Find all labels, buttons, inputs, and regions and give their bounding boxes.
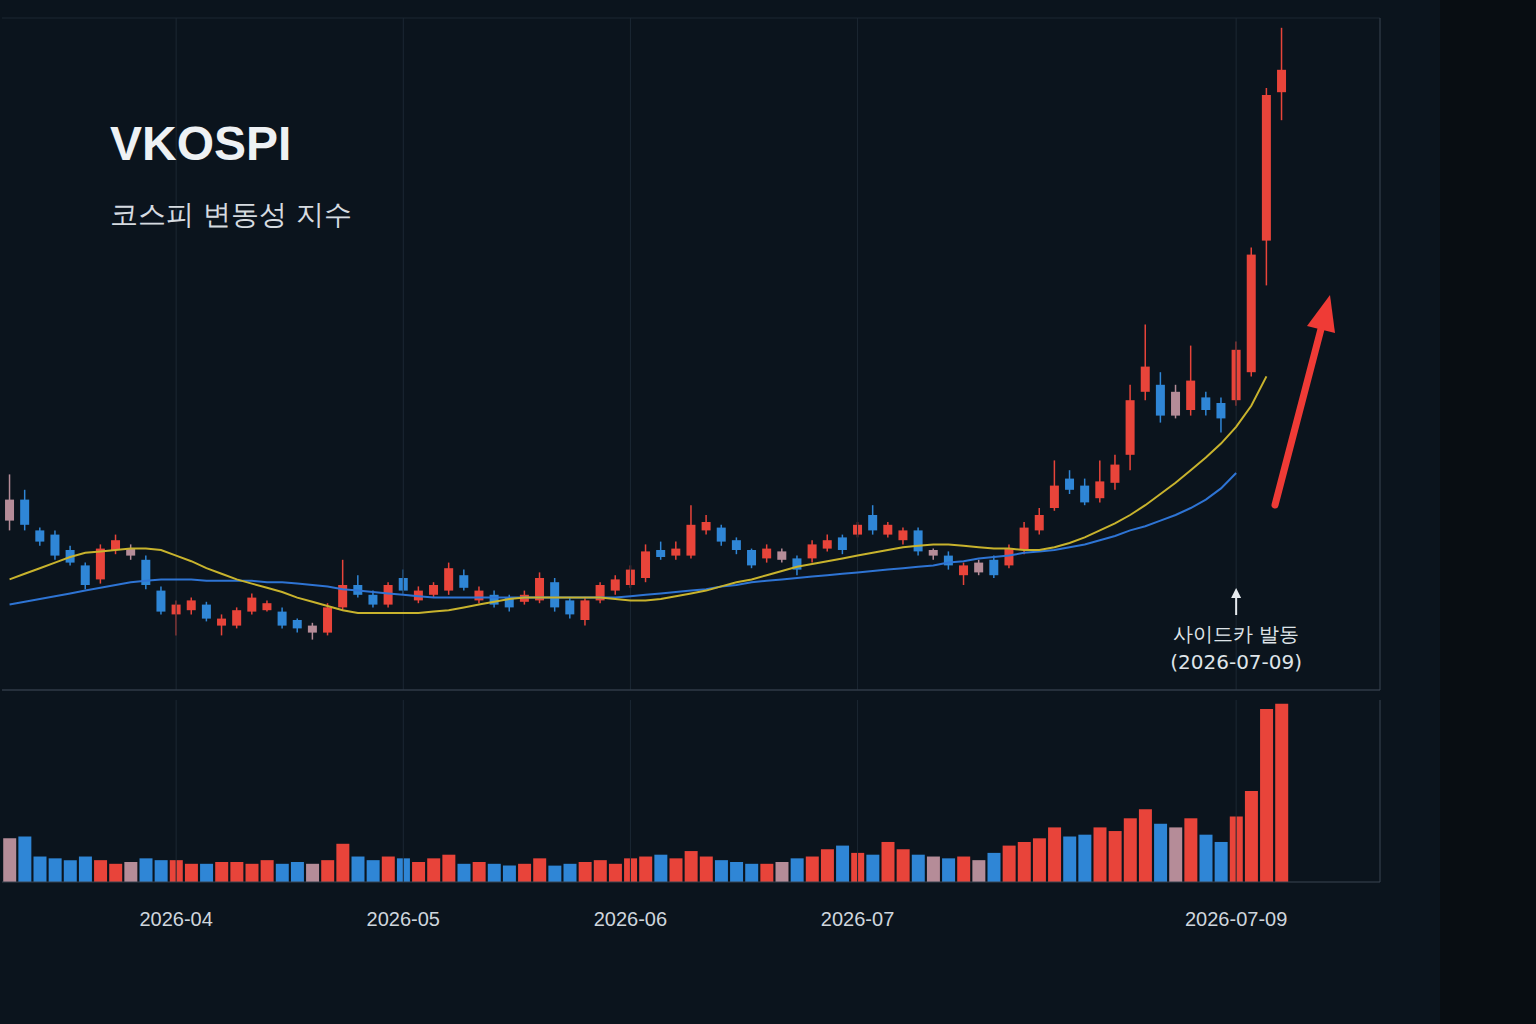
html-text:(2026-07-09): (2026-07-09) bbox=[1170, 650, 1303, 674]
svg-text:2026-07-09: 2026-07-09 bbox=[1185, 908, 1287, 930]
html-text:VKOSPI: VKOSPI bbox=[110, 117, 292, 170]
html-text:코스피 변동성 지수: 코스피 변동성 지수 bbox=[110, 198, 352, 231]
svg-text:2026-05: 2026-05 bbox=[367, 908, 440, 930]
svg-text:2026-04: 2026-04 bbox=[139, 908, 212, 930]
svg-text:2026-07: 2026-07 bbox=[821, 908, 894, 930]
svg-text:2026-06: 2026-06 bbox=[594, 908, 667, 930]
html-text:사이드카 발동: 사이드카 발동 bbox=[1173, 622, 1300, 646]
